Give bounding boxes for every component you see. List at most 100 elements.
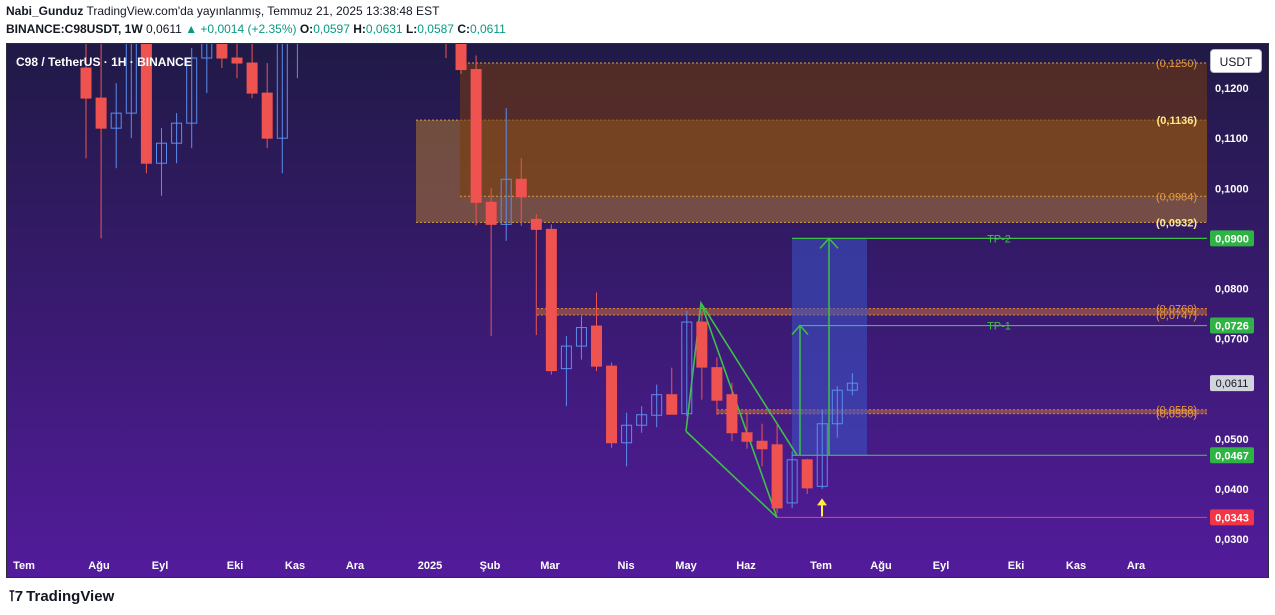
candle-body (756, 440, 768, 450)
price-tag (1210, 447, 1254, 464)
y-tick-label: 0,0500 (1215, 434, 1249, 446)
x-tick-label: May (675, 560, 697, 572)
x-tick-label: Eki (1008, 560, 1025, 572)
x-tick-label: Kas (1066, 560, 1086, 572)
last-price: 0,0611 (146, 22, 182, 36)
x-tick-label: Eki (227, 560, 244, 572)
zone-label: (0,0747) (1156, 310, 1197, 322)
arrow-head-icon (791, 324, 809, 336)
x-tick-label: Kas (285, 560, 305, 572)
zone-label: (0,1250) (1156, 58, 1197, 70)
zone-label: (0,0984) (1156, 191, 1197, 203)
x-tick-label: Ara (1127, 560, 1146, 572)
candle-body (156, 142, 167, 164)
price-change: +0,0014 (+2.35%) (200, 22, 297, 36)
candle-body (95, 97, 107, 129)
y-tick-label: 0,0800 (1215, 283, 1249, 295)
x-tick-label: Nis (617, 560, 634, 572)
candle-body (771, 444, 783, 509)
candle-body (846, 382, 858, 391)
price-tag (1210, 230, 1254, 247)
chart-panel[interactable]: (0,1136) (0,0932) (0,1250) (0,0984) (0,0760)… (6, 43, 1269, 578)
level-tag: TP-1 (987, 321, 1011, 333)
candle-body (455, 44, 467, 71)
x-tick-label: Tem (810, 560, 832, 572)
candle-body (575, 327, 587, 347)
candle-body (560, 345, 572, 370)
y-tick-label: 0,0300 (1215, 534, 1249, 546)
arrow-head-icon (819, 237, 839, 249)
x-tick-label: Eyl (152, 560, 169, 572)
zone-label: (0,1136) (1157, 115, 1198, 127)
candle-body (651, 394, 663, 416)
price-tag-label: 0,0343 (1215, 512, 1249, 524)
candle-body (470, 69, 482, 203)
open-label: O: (299, 22, 314, 36)
candle-body (831, 389, 843, 425)
candle-body (621, 424, 633, 444)
candle-body (231, 57, 243, 64)
candle-body (201, 44, 213, 59)
candle-body (545, 228, 557, 372)
zone-label: (0,0932) (1156, 217, 1197, 229)
high-value: 0,0631 (365, 22, 403, 36)
tradingview-logo[interactable]: ⊺7 TradingView (8, 587, 114, 605)
candle-body (816, 423, 828, 487)
current-price-label: 0,0611 (1216, 378, 1249, 390)
price-tag-label: 0,0467 (1215, 450, 1249, 462)
y-tick-label: 0,1000 (1215, 183, 1249, 195)
candle-body (171, 122, 183, 144)
publish-date: TradingView.com'da yayınlanmış, Temmuz 2… (86, 4, 440, 18)
level-tag: TP-2 (987, 233, 1011, 245)
price-tag (1210, 509, 1254, 526)
x-tick-label: Mar (540, 560, 560, 572)
candle-body (216, 44, 228, 59)
y-tick-label: 0,1100 (1215, 133, 1248, 145)
price-zone (717, 409, 1207, 414)
zone-label: (0,0558) (1156, 405, 1197, 417)
logo-text: TradingView (26, 588, 115, 605)
candle-body (485, 201, 497, 225)
zone-label: (0,0760) (1156, 304, 1197, 316)
x-tick-label: Eyl (933, 560, 950, 572)
low-label: L: (405, 22, 418, 36)
candle-body (801, 459, 813, 489)
current-price-tag (1210, 375, 1254, 392)
x-tick-label: Ağu (88, 560, 109, 572)
candle-body (125, 44, 137, 114)
x-tick-label: Haz (736, 560, 756, 572)
candle-body (726, 394, 738, 434)
candle-body (741, 432, 753, 442)
y-tick-label: 0,0400 (1215, 484, 1249, 496)
price-tag-label: 0,0900 (1215, 233, 1249, 245)
candle-body (515, 178, 527, 198)
candle-body (530, 218, 542, 230)
x-tick-label: Ara (346, 560, 365, 572)
x-tick-label: Şub (480, 560, 501, 572)
candle-body (276, 44, 288, 139)
price-tag-label: 0,0726 (1215, 321, 1249, 333)
publish-info: Nabi_Gunduz TradingView.com'da yayınlanm… (6, 4, 439, 18)
wedge-line (700, 302, 778, 518)
x-tick-label: Tem (13, 560, 35, 572)
candle-body (681, 321, 693, 415)
candle-body (696, 321, 708, 368)
x-tick-label: Ağu (870, 560, 891, 572)
close-value: 0,0611 (470, 22, 506, 36)
candle-body (606, 365, 618, 444)
zone-label: (0,0550) (1156, 409, 1197, 421)
candle-body (140, 44, 152, 164)
chart-title: C98 / TetherUS · 1H · BINANCE (16, 55, 192, 69)
candle-body (186, 57, 198, 124)
open-value: 0,0597 (313, 22, 350, 36)
price-chart[interactable]: (0,1136) (0,0932) (0,1250) (0,0984) (0,0760)… (7, 44, 1269, 578)
ohlc-line: BINANCE:C98USDT, 1W 0,0611 ▲ +0,0014 (+2… (6, 22, 506, 36)
y-tick-label: 0,1200 (1215, 83, 1249, 95)
currency-button[interactable]: USDT (1210, 49, 1262, 73)
candle-body (261, 92, 273, 139)
candle-body (711, 367, 723, 401)
candle-body (246, 62, 258, 94)
candle-body (786, 459, 798, 504)
candle-body (591, 325, 602, 367)
symbol-label: BINANCE:C98USDT, 1W (6, 22, 143, 36)
